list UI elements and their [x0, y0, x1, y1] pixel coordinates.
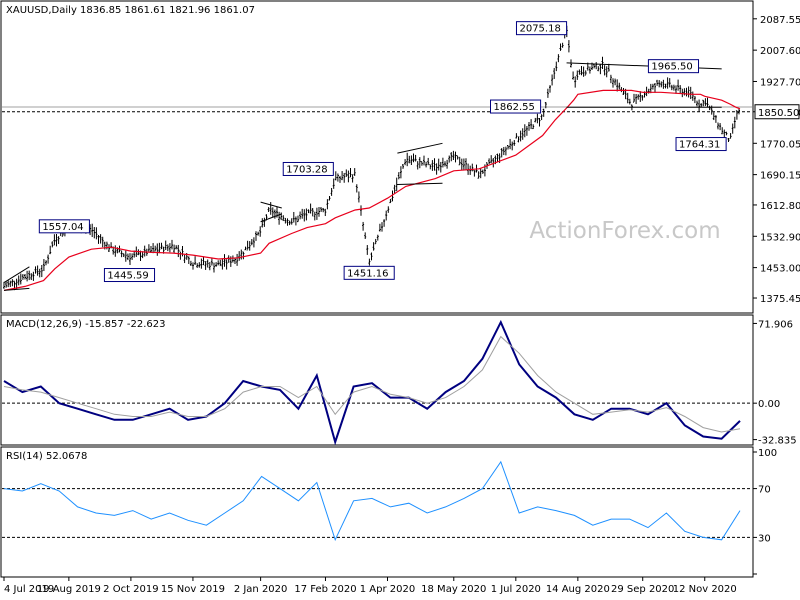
- current-price-label: 1850.50: [758, 108, 799, 119]
- trendline: [397, 142, 443, 154]
- rsi-axis-label: 100: [758, 448, 777, 459]
- rsi-line: [3, 460, 741, 542]
- time-axis-label: 15 Nov 2019: [161, 584, 225, 595]
- price-axis-label: 1453.00: [760, 264, 800, 275]
- time-axis-label: 1 Apr 2020: [360, 584, 415, 595]
- price-axis-label: 1770.05: [760, 139, 800, 150]
- macd-pane: [0, 314, 754, 446]
- price-annotation-label: 1451.16: [347, 268, 388, 279]
- trendline: [397, 182, 443, 185]
- rsi-title: RSI(14) 52.0678: [6, 451, 87, 462]
- price-annotation-label: 1703.28: [286, 164, 327, 175]
- watermark: ActionForex.com: [529, 218, 720, 244]
- time-axis-label: 2 Oct 2019: [103, 584, 158, 595]
- time-axis-label: 29 Sep 2020: [611, 584, 674, 595]
- price-annotation-label: 1965.50: [651, 62, 692, 73]
- time-axis-label: 14 Aug 2020: [546, 584, 610, 595]
- time-axis-label: 18 May 2020: [421, 584, 486, 595]
- time-axis-label: 4 Jul 2019: [4, 584, 54, 595]
- macd-axis-label: -32.835: [758, 436, 797, 447]
- price-annotation-label: 1557.04: [42, 222, 83, 233]
- time-axis-label: 19 Aug 2019: [37, 584, 101, 595]
- trendline: [260, 213, 282, 223]
- price-annotation-box: [515, 21, 568, 36]
- price-axis-label: 1375.45: [760, 294, 800, 305]
- price-header-symbol: XAUUSD,Daily: [6, 5, 77, 16]
- time-axis-label: 2 Jan 2020: [234, 584, 288, 595]
- macd-title: MACD(12,26,9) -15.857 -22.623: [6, 319, 166, 330]
- annotations: 2075.18 1965.50 1862.55 1764.31 1703.28 1557.…: [38, 21, 727, 283]
- macd-axis-label: 71.906: [758, 319, 793, 330]
- current-price-box: [754, 104, 800, 120]
- rsi-plot: [2, 460, 752, 542]
- price-axis-label: 2007.60: [760, 46, 800, 57]
- macd-axis-label: 0.00: [758, 399, 780, 410]
- time-axis-label: 12 Nov 2020: [673, 584, 737, 595]
- rsi-pane: [0, 446, 754, 578]
- price-axis-label: 1532.90: [760, 232, 800, 243]
- price-axis-label: 2087.55: [760, 15, 800, 26]
- macd-plot: [2, 319, 752, 446]
- price-annotation-label: 1862.55: [494, 102, 535, 113]
- price-annotation-box: [343, 265, 395, 280]
- macd-signal-line: [3, 335, 741, 433]
- macd-axis: 71.906 0.00 -32.835: [753, 319, 797, 447]
- price-annotation-label: 1764.31: [679, 140, 720, 151]
- time-axis-label: 17 Feb 2020: [294, 584, 356, 595]
- price-annotation-box: [675, 137, 727, 152]
- rsi-axis-label: 70: [758, 485, 771, 496]
- macd-line: [3, 319, 741, 446]
- price-axis-label: 1927.70: [760, 77, 800, 88]
- price-header-ohlc: 1836.85 1861.61 1821.96 1861.07: [80, 5, 255, 16]
- price-axis: 2087.55 2007.60 1927.70 1850.50 1770.05 1690.…: [753, 15, 800, 305]
- time-axis-label: 1 Jul 2020: [491, 584, 541, 595]
- moving-average-line: [3, 89, 741, 291]
- price-annotation-box: [103, 268, 156, 283]
- price-axis-label: 1690.15: [760, 171, 800, 182]
- price-annotation-box: [38, 219, 90, 234]
- trendline: [3, 287, 30, 291]
- price-annotation-box: [647, 59, 700, 74]
- price-annotation-box: [282, 161, 334, 176]
- trendline: [3, 266, 30, 283]
- price-annotation-box: [490, 99, 542, 114]
- rsi-axis: 100 70 30: [753, 448, 777, 575]
- price-axis-label: 1612.80: [760, 201, 800, 212]
- trendline: [260, 201, 282, 209]
- rsi-axis-label: 30: [758, 533, 771, 544]
- price-annotation-label: 1445.59: [107, 271, 148, 282]
- price-pane: [0, 0, 754, 314]
- price-annotation-label: 2075.18: [519, 24, 560, 35]
